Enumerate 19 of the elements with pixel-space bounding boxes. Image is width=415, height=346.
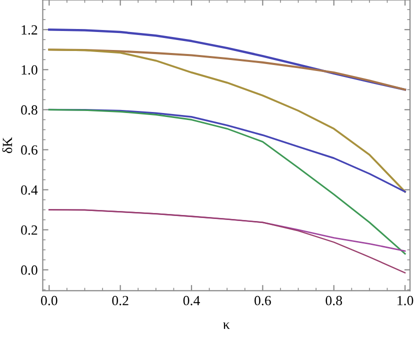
x-tick-label: 0.6 (254, 296, 271, 306)
x-axis-title: κ (223, 322, 230, 329)
y-tick-label: 0.0 (21, 265, 38, 275)
y-tick-label: 0.2 (21, 225, 38, 235)
x-tick-label: 0.2 (112, 296, 128, 306)
line-series (48, 28, 406, 91)
line-series (48, 209, 406, 274)
x-tick-label: 0.4 (183, 296, 200, 306)
line-series (48, 108, 406, 255)
y-tick-label: 0.8 (21, 105, 38, 115)
y-tick-label: 0.4 (21, 185, 38, 195)
x-tick-label: 0.8 (326, 296, 342, 306)
line-series (48, 48, 406, 193)
x-tick-label: 0.0 (41, 296, 58, 306)
y-tick-label: 0.6 (21, 145, 38, 155)
x-tick-label: 1.0 (398, 296, 414, 306)
y-tick-label: 1.0 (22, 65, 38, 75)
y-tick-label: 1.2 (22, 25, 38, 35)
y-axis-title: δK (2, 137, 12, 154)
